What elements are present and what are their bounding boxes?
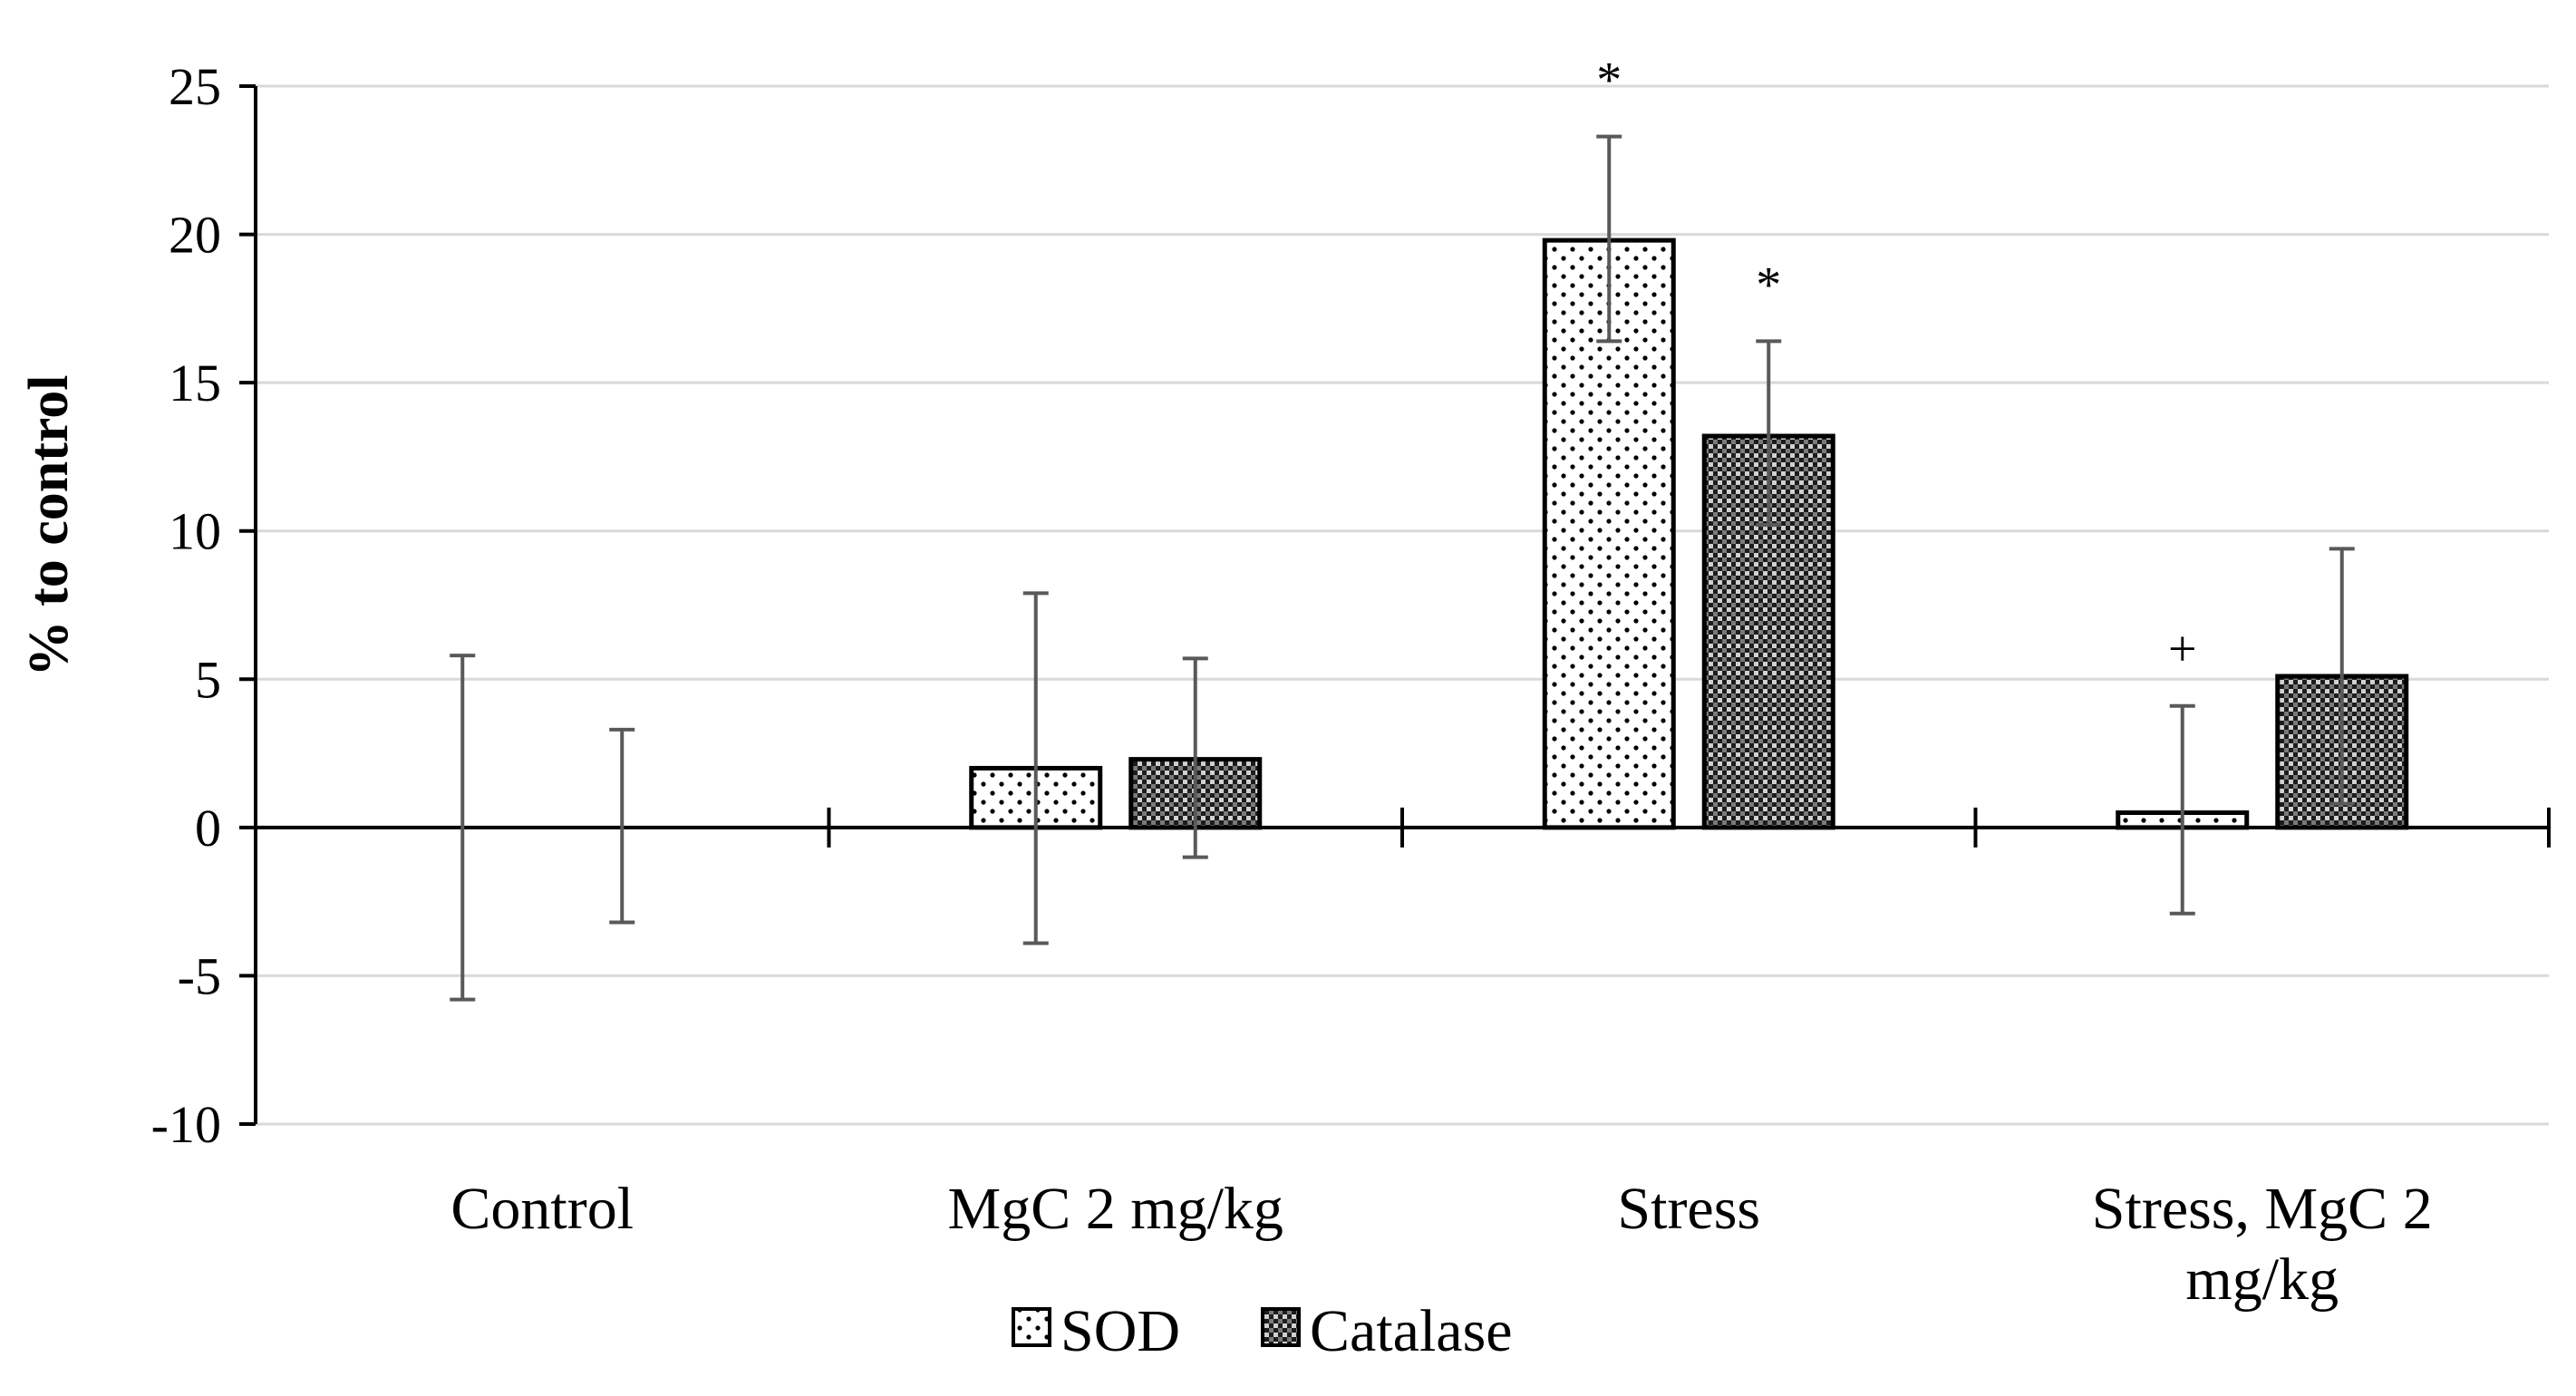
legend: SOD Catalase [1012,1298,1513,1364]
x-category-label: MgC 2 mg/kg [948,1176,1283,1242]
y-tick-label: -10 [151,1095,221,1154]
y-tick-label: 10 [169,502,221,561]
significance-marker: * [1596,53,1622,109]
y-tick-label: 15 [169,354,221,412]
legend-swatch-sod [1012,1307,1051,1347]
significance-marker: * [1756,257,1781,313]
axes: 25 20 15 10 5 0 -5 -10 [151,57,2551,1154]
y-tick-label: 25 [169,57,221,116]
x-category-label: Stress [1617,1176,1760,1242]
y-tick-label: 20 [169,206,221,265]
gridlines [256,84,2549,1126]
y-tick-label: 5 [195,650,221,709]
x-category-label: Stress, MgC 2 mg/kg [2092,1176,2433,1313]
significance-marker: + [2168,622,2197,678]
bars [969,238,2409,830]
x-category-label: Control [450,1176,634,1242]
legend-label-sod: SOD [1060,1298,1180,1364]
y-tick-label: -5 [178,946,221,1005]
legend-label-catalase: Catalase [1310,1298,1513,1364]
labels: Control MgC 2 mg/kg * * Stress + Stress, MgC 2… [450,53,2432,1313]
legend-swatch-catalase [1261,1307,1301,1347]
y-tick-label: 0 [195,799,221,858]
error-bars [450,134,2355,1002]
y-axis-label: % to control [18,375,80,677]
